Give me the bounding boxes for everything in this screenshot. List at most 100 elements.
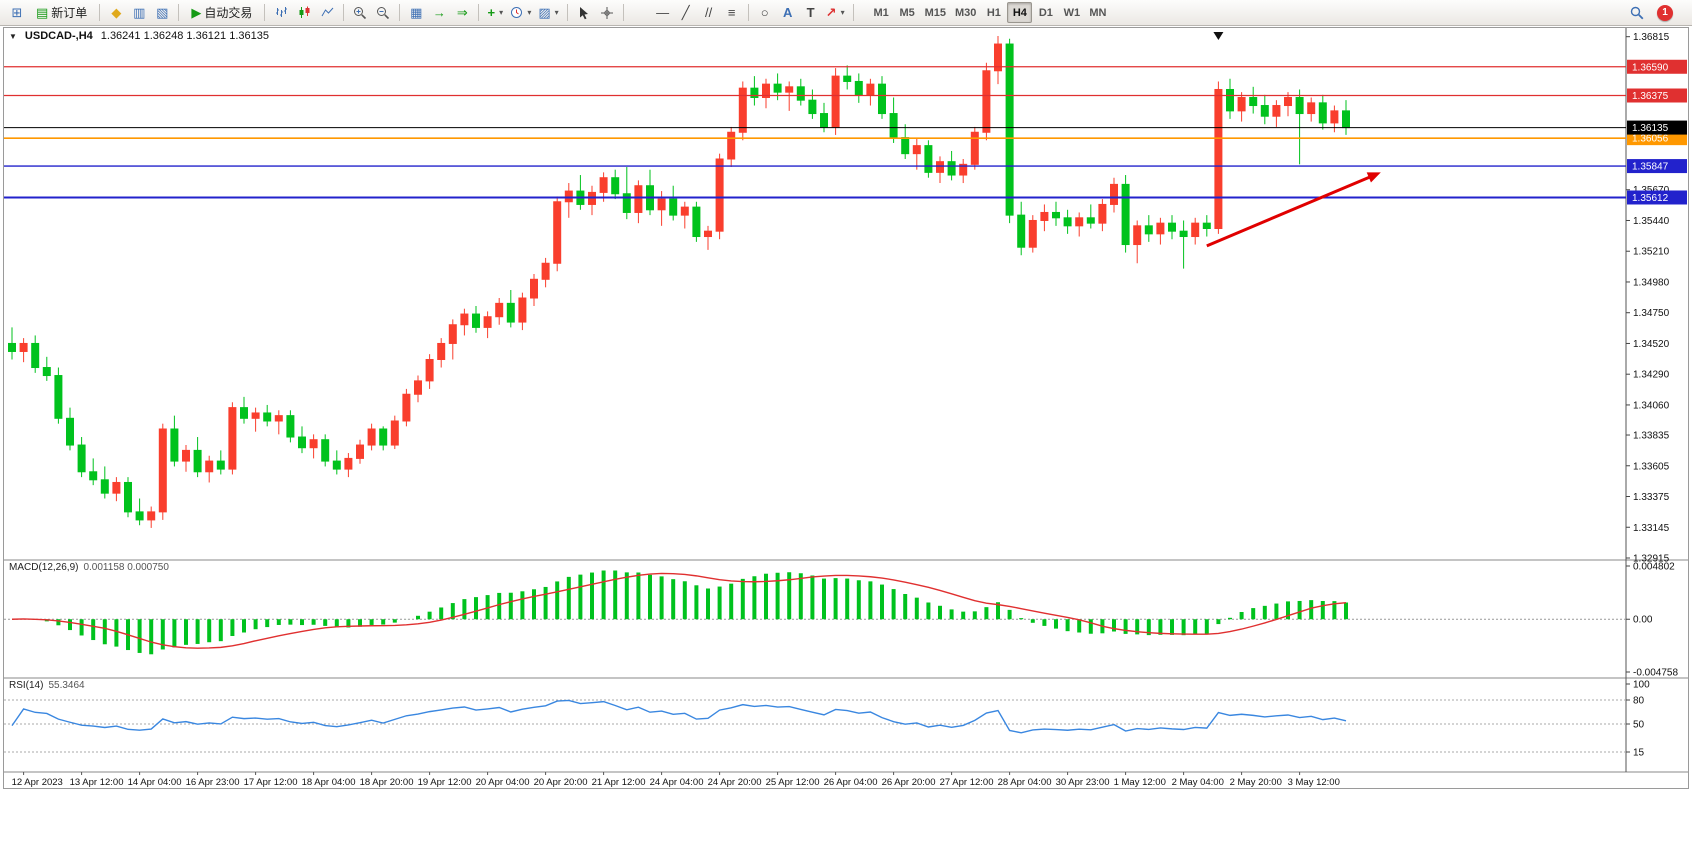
chevron-down-icon: ▾ bbox=[527, 8, 532, 17]
indicators-button[interactable]: + ▾ bbox=[484, 2, 506, 23]
svg-text:1.33605: 1.33605 bbox=[1633, 461, 1670, 472]
svg-text:1.35612: 1.35612 bbox=[1632, 193, 1669, 204]
svg-text:21 Apr 12:00: 21 Apr 12:00 bbox=[592, 777, 646, 788]
svg-text:-0.004758: -0.004758 bbox=[1633, 668, 1678, 679]
zoom-out-button[interactable] bbox=[372, 2, 394, 23]
autotrading-label: 自动交易 bbox=[204, 6, 253, 20]
cursor-button[interactable] bbox=[573, 2, 595, 23]
chart-ohlc: 1.36241 1.36248 1.36121 1.36135 bbox=[100, 30, 269, 42]
chart-title: ▼ USDCAD-,H4 1.36241 1.36248 1.36121 1.3… bbox=[9, 30, 269, 42]
horizontal-line-icon: — bbox=[656, 5, 670, 20]
timeframe-group: M1 M5 M15 M30 H1 H4 D1 W1 MN bbox=[869, 2, 1111, 23]
bar-chart-button[interactable] bbox=[270, 2, 292, 23]
chart-shift-button[interactable]: ⇒ bbox=[451, 2, 473, 23]
price-axis[interactable] bbox=[1626, 28, 1688, 772]
horizontal-line-button[interactable]: — bbox=[652, 2, 674, 23]
new-order-button[interactable]: ▤ 新订单 bbox=[29, 2, 94, 23]
templates-button[interactable]: ▨ ▾ bbox=[535, 2, 561, 23]
rsi-name: RSI(14) bbox=[9, 680, 44, 691]
notifications-button[interactable]: 1 bbox=[1654, 2, 1676, 23]
toolbar-separator bbox=[622, 4, 624, 21]
svg-text:17 Apr 12:00: 17 Apr 12:00 bbox=[244, 777, 298, 788]
chart-canvas[interactable]: 1.368151.356701.354401.352101.349801.347… bbox=[4, 28, 1688, 788]
data-window-icon: ▥ bbox=[133, 5, 146, 20]
timeframe-m15[interactable]: M15 bbox=[924, 6, 946, 19]
svg-text:1.36056: 1.36056 bbox=[1632, 134, 1669, 145]
market-watch-button[interactable]: ◆ bbox=[105, 2, 127, 23]
navigator-icon: ▧ bbox=[156, 5, 169, 20]
autotrading-play-icon: ▶ bbox=[191, 5, 202, 20]
zoom-in-icon bbox=[354, 6, 367, 19]
new-order-icon: ▤ bbox=[36, 5, 49, 20]
timeframe-d1[interactable]: D1 bbox=[1038, 6, 1053, 19]
arrows-button[interactable]: ↗ ▾ bbox=[823, 2, 848, 23]
svg-text:1.34060: 1.34060 bbox=[1633, 400, 1670, 411]
toolbar-separator bbox=[478, 4, 480, 21]
timeframe-m1[interactable]: M1 bbox=[873, 6, 889, 19]
svg-text:1.34980: 1.34980 bbox=[1633, 277, 1670, 288]
svg-text:1.33835: 1.33835 bbox=[1633, 431, 1670, 442]
timeframe-h1[interactable]: H1 bbox=[986, 6, 1001, 19]
trendline-button[interactable]: ╱ bbox=[675, 2, 697, 23]
search-icon bbox=[1630, 6, 1644, 19]
candlestick-chart-button[interactable] bbox=[293, 2, 315, 23]
svg-text:26 Apr 20:00: 26 Apr 20:00 bbox=[882, 777, 936, 788]
arrows-icon: ↗ bbox=[825, 5, 837, 20]
trendline-icon: ╱ bbox=[681, 5, 690, 20]
new-chart-button[interactable]: ⊞ bbox=[6, 2, 28, 23]
ellipse-button[interactable]: ○ bbox=[754, 2, 776, 23]
svg-text:80: 80 bbox=[1633, 696, 1645, 707]
search-button[interactable] bbox=[1626, 2, 1648, 23]
rsi-value: 55.3464 bbox=[48, 680, 85, 691]
bar-chart-icon bbox=[275, 7, 287, 17]
svg-text:16 Apr 23:00: 16 Apr 23:00 bbox=[186, 777, 240, 788]
navigator-button[interactable]: ▧ bbox=[151, 2, 173, 23]
svg-text:1.34520: 1.34520 bbox=[1633, 339, 1670, 350]
rsi-label: RSI(14) 55.3464 bbox=[9, 680, 85, 691]
timeframe-w1[interactable]: W1 bbox=[1063, 6, 1081, 19]
autotrading-button[interactable]: ▶ 自动交易 bbox=[184, 2, 259, 23]
toolbar-right-group: 1 bbox=[1626, 2, 1676, 23]
timeframe-h4[interactable]: H4 bbox=[1007, 2, 1033, 23]
periods-button[interactable]: ▾ bbox=[507, 2, 534, 23]
timeframe-m5[interactable]: M5 bbox=[899, 6, 915, 19]
channel-button[interactable]: // bbox=[698, 2, 720, 23]
chevron-down-icon: ▾ bbox=[499, 8, 504, 17]
svg-text:27 Apr 12:00: 27 Apr 12:00 bbox=[940, 777, 994, 788]
toolbar: ⊞ ▤ 新订单 ◆ ▥ ▧ ▶ 自动交易 ▦ → ⇒ + ▾ ▾ ▨ ▾ bbox=[0, 0, 1692, 26]
toolbar-separator bbox=[343, 4, 345, 21]
vertical-line-button[interactable] bbox=[629, 2, 651, 23]
auto-scroll-button[interactable]: → bbox=[428, 2, 450, 23]
svg-text:18 Apr 04:00: 18 Apr 04:00 bbox=[302, 777, 356, 788]
macd-name: MACD(12,26,9) bbox=[9, 562, 79, 573]
clock-icon bbox=[511, 7, 523, 18]
timeframe-mn[interactable]: MN bbox=[1089, 6, 1107, 19]
templates-icon: ▨ bbox=[538, 5, 551, 20]
collapse-button[interactable]: ▼ bbox=[9, 31, 17, 41]
toolbar-separator bbox=[99, 4, 101, 21]
svg-text:19 Apr 12:00: 19 Apr 12:00 bbox=[418, 777, 472, 788]
toolbar-separator bbox=[747, 4, 749, 21]
fibonacci-button[interactable]: ≡ bbox=[721, 2, 743, 23]
macd-values: 0.001158 0.000750 bbox=[83, 562, 169, 573]
svg-text:0.00: 0.00 bbox=[1633, 615, 1653, 626]
fibonacci-icon: ≡ bbox=[727, 5, 736, 20]
tile-windows-button[interactable]: ▦ bbox=[405, 2, 427, 23]
toolbar-separator bbox=[264, 4, 266, 21]
svg-text:1.33375: 1.33375 bbox=[1633, 492, 1670, 503]
text-label-icon: T bbox=[806, 5, 815, 20]
text-button[interactable]: A bbox=[777, 2, 799, 23]
text-label-button[interactable]: T bbox=[800, 2, 822, 23]
new-order-label: 新订单 bbox=[51, 6, 88, 20]
line-chart-button[interactable] bbox=[316, 2, 338, 23]
zoom-in-button[interactable] bbox=[349, 2, 371, 23]
timeframe-m30[interactable]: M30 bbox=[954, 6, 977, 19]
svg-text:20 Apr 20:00: 20 Apr 20:00 bbox=[534, 777, 588, 788]
svg-text:50: 50 bbox=[1633, 720, 1645, 731]
time-axis[interactable] bbox=[4, 772, 1626, 790]
data-window-button[interactable]: ▥ bbox=[128, 2, 150, 23]
svg-text:1.34290: 1.34290 bbox=[1633, 370, 1670, 381]
crosshair-button[interactable] bbox=[596, 2, 618, 23]
ellipse-icon: ○ bbox=[760, 5, 769, 20]
svg-text:3 May 12:00: 3 May 12:00 bbox=[1288, 777, 1340, 788]
